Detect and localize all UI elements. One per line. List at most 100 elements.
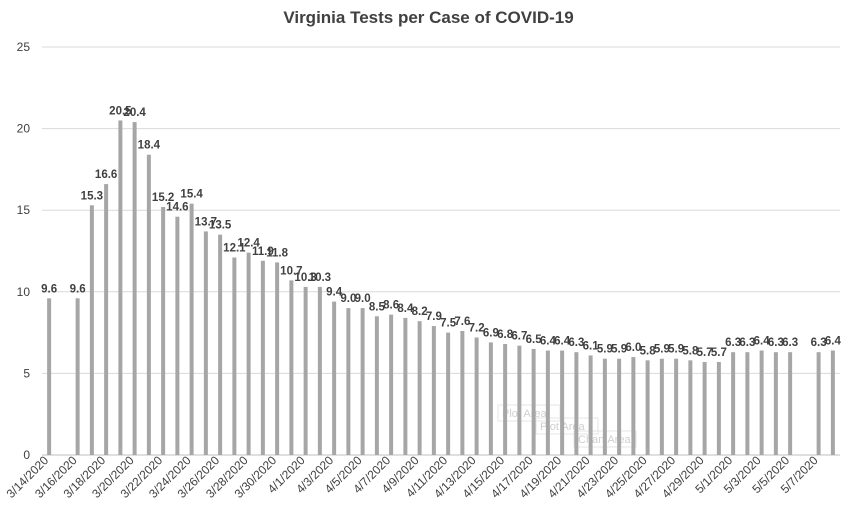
data-label: 10.3 <box>294 272 316 284</box>
bar <box>759 350 764 455</box>
bar <box>118 120 123 455</box>
data-label: 6.0 <box>625 342 641 354</box>
bar <box>89 205 94 455</box>
y-tick-label: 10 <box>17 285 31 299</box>
data-label: 7.5 <box>440 318 457 330</box>
bar <box>431 326 436 455</box>
bar <box>788 352 793 455</box>
y-tick-label: 5 <box>23 366 30 380</box>
data-label: 8.6 <box>383 300 399 312</box>
bar <box>332 301 337 455</box>
bar <box>374 316 379 455</box>
bar <box>189 203 194 455</box>
data-label: 15.2 <box>152 192 174 204</box>
bar <box>47 298 52 455</box>
data-label: 7.9 <box>426 311 442 323</box>
bar <box>503 344 508 455</box>
ghost-tooltip: Plot Area <box>497 404 561 422</box>
data-label: 6.5 <box>526 334 543 346</box>
data-label: 7.6 <box>454 316 470 328</box>
data-label: 9.6 <box>41 283 57 295</box>
data-label: 6.4 <box>554 336 571 348</box>
data-label: 18.4 <box>138 140 161 152</box>
data-label: 9.0 <box>340 293 356 305</box>
bar <box>104 184 109 455</box>
data-label: 10.3 <box>309 272 331 284</box>
bar <box>346 308 351 455</box>
bar <box>317 286 322 455</box>
data-label: 16.6 <box>95 169 117 181</box>
bar <box>545 350 550 455</box>
data-label: 12.4 <box>237 238 260 250</box>
data-label: 6.4 <box>540 336 557 348</box>
bar <box>560 350 565 455</box>
data-label: 6.4 <box>754 336 771 348</box>
bar <box>531 348 536 455</box>
data-label: 5.9 <box>654 344 670 356</box>
bar <box>816 352 821 455</box>
data-label: 6.3 <box>739 337 755 349</box>
data-label: 8.5 <box>369 301 386 313</box>
bar <box>674 358 679 455</box>
data-label: 5.9 <box>611 344 627 356</box>
bar <box>488 342 493 455</box>
y-tick-label: 0 <box>23 448 30 462</box>
bar <box>146 154 151 455</box>
data-label: 9.4 <box>326 287 343 299</box>
data-label: 6.3 <box>768 337 784 349</box>
data-label: 13.7 <box>195 216 217 228</box>
data-label: 8.4 <box>397 303 414 315</box>
bar <box>830 350 835 455</box>
bar <box>602 358 607 455</box>
data-label: 5.9 <box>668 344 684 356</box>
data-label: 15.3 <box>81 190 103 202</box>
bar <box>203 231 208 455</box>
data-label: 6.3 <box>782 337 798 349</box>
data-label: 6.3 <box>725 337 741 349</box>
bar <box>417 321 422 455</box>
bar <box>773 352 778 455</box>
data-label: 8.2 <box>412 306 428 318</box>
bar <box>303 286 308 455</box>
bar <box>289 280 294 455</box>
data-label: 5.8 <box>682 345 699 357</box>
data-label: 15.4 <box>180 189 203 201</box>
bar <box>702 361 707 455</box>
data-label: 11.9 <box>252 246 274 258</box>
data-label: 14.6 <box>166 202 188 214</box>
bar <box>389 314 394 455</box>
bar <box>460 330 465 455</box>
data-label: 5.7 <box>697 347 713 359</box>
data-label: 5.8 <box>640 345 657 357</box>
bar <box>218 234 223 455</box>
bar <box>161 206 166 455</box>
data-label: 11.8 <box>266 247 288 259</box>
bar <box>745 352 750 455</box>
bar <box>175 216 180 455</box>
bar <box>716 361 721 455</box>
bar <box>232 257 237 455</box>
bar <box>474 337 479 455</box>
data-label: 6.1 <box>583 340 600 352</box>
y-tick-label: 25 <box>17 40 31 54</box>
data-label: 9.0 <box>355 293 371 305</box>
bar <box>731 352 736 455</box>
data-label: 5.9 <box>597 344 613 356</box>
ghost-tooltip-box <box>497 404 561 422</box>
bar <box>360 308 365 455</box>
data-label: 6.7 <box>511 331 527 343</box>
ghost-tooltip-text: Plot Area <box>502 408 548 420</box>
data-label: 10.7 <box>280 265 302 277</box>
bar <box>75 298 80 455</box>
data-label: 6.3 <box>568 337 584 349</box>
data-label: 20.5 <box>109 105 132 117</box>
bar <box>588 355 593 455</box>
bar <box>246 252 251 455</box>
data-label: 6.8 <box>497 329 514 341</box>
bar <box>132 122 137 456</box>
bar <box>403 317 408 455</box>
data-label: 20.4 <box>123 107 146 119</box>
data-label: 12.1 <box>223 243 246 255</box>
bar <box>617 358 622 455</box>
